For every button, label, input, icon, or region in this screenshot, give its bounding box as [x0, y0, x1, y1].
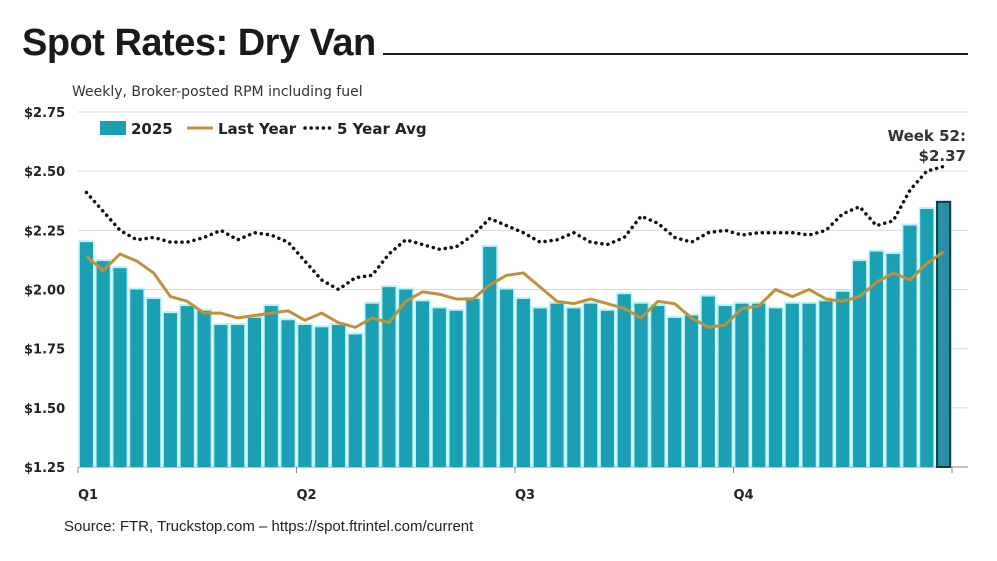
x-tick-label: Q4 [734, 488, 754, 503]
bar-2025 [113, 268, 127, 467]
y-tick-label: $2.25 [24, 224, 65, 239]
bar-2025 [163, 313, 177, 467]
y-tick-label: $1.50 [24, 402, 65, 417]
bar-2025 [197, 310, 211, 467]
legend-label-last-year: Last Year [218, 120, 297, 138]
bar-2025 [617, 294, 631, 467]
bar-2025 [533, 308, 547, 467]
x-tick-label: Q2 [297, 488, 317, 503]
bar-2025 [382, 287, 396, 467]
bar-2025 [869, 251, 883, 467]
bar-2025 [936, 200, 952, 469]
bar-2025 [516, 298, 530, 467]
bar-2025 [634, 303, 648, 467]
bar-2025 [281, 320, 295, 467]
legend-swatch-2025 [100, 121, 126, 135]
bar-2025 [668, 317, 682, 467]
y-tick-label: $2.00 [24, 284, 65, 299]
x-tick-label: Q1 [78, 488, 98, 503]
line-last-year [85, 250, 945, 329]
bar-2025 [651, 306, 665, 467]
bar-2025 [449, 310, 463, 467]
bar-2025 [600, 310, 614, 467]
bar-2025 [701, 296, 715, 467]
bar-2025 [920, 209, 934, 468]
bar-2025 [752, 303, 766, 467]
bar-2025 [836, 291, 850, 467]
title-underline [383, 53, 968, 55]
chart-subtitle: Weekly, Broker-posted RPM including fuel [72, 84, 363, 100]
bar-2025 [298, 325, 312, 467]
bar-2025 [130, 289, 144, 467]
bar-2025 [466, 298, 480, 467]
bar-2025 [416, 301, 430, 467]
bar-2025 [264, 306, 278, 467]
y-tick-label: $2.75 [24, 106, 65, 121]
line-5-year-avg [84, 164, 946, 292]
bar-2025 [718, 306, 732, 467]
bar-2025 [802, 303, 816, 467]
bar-2025 [735, 303, 749, 467]
bar-2025 [180, 306, 194, 467]
bar-2025 [886, 254, 900, 467]
bar-2025 [684, 315, 699, 467]
bar-2025 [247, 317, 262, 467]
bar-2025 [768, 308, 783, 467]
bar-2025 [584, 303, 598, 467]
y-tick-label: $1.75 [24, 343, 65, 358]
annotation-week: Week 52: [888, 127, 966, 145]
bar-2025 [231, 325, 245, 467]
bar-2025 [96, 261, 110, 467]
bar-2025 [331, 325, 346, 467]
bar-2025 [79, 242, 93, 467]
bar-2025 [315, 327, 329, 467]
chart-title: Spot Rates: Dry Van [22, 22, 376, 64]
bar-2025 [348, 334, 362, 467]
bar-2025 [365, 303, 379, 467]
bar-2025 [550, 303, 564, 467]
bar-2025 [147, 298, 161, 467]
bar-2025 [399, 289, 413, 467]
bar-2025 [483, 246, 497, 467]
bar-2025 [500, 289, 514, 467]
annotation-value: $2.37 [919, 147, 966, 165]
y-tick-label: $1.25 [24, 461, 65, 476]
bar-2025 [819, 301, 833, 467]
legend-label-2025: 2025 [131, 120, 173, 138]
x-tick-label: Q3 [515, 488, 535, 503]
source-note: Source: FTR, Truckstop.com – https://spo… [64, 518, 474, 535]
bar-2025 [853, 261, 867, 467]
bar-2025 [432, 308, 446, 467]
bar-2025 [785, 303, 799, 467]
y-tick-label: $2.50 [24, 165, 65, 180]
bar-2025 [567, 308, 581, 467]
bar-2025 [903, 225, 917, 467]
legend-label-5-year-avg: 5 Year Avg [337, 120, 427, 138]
bar-2025 [214, 325, 228, 467]
